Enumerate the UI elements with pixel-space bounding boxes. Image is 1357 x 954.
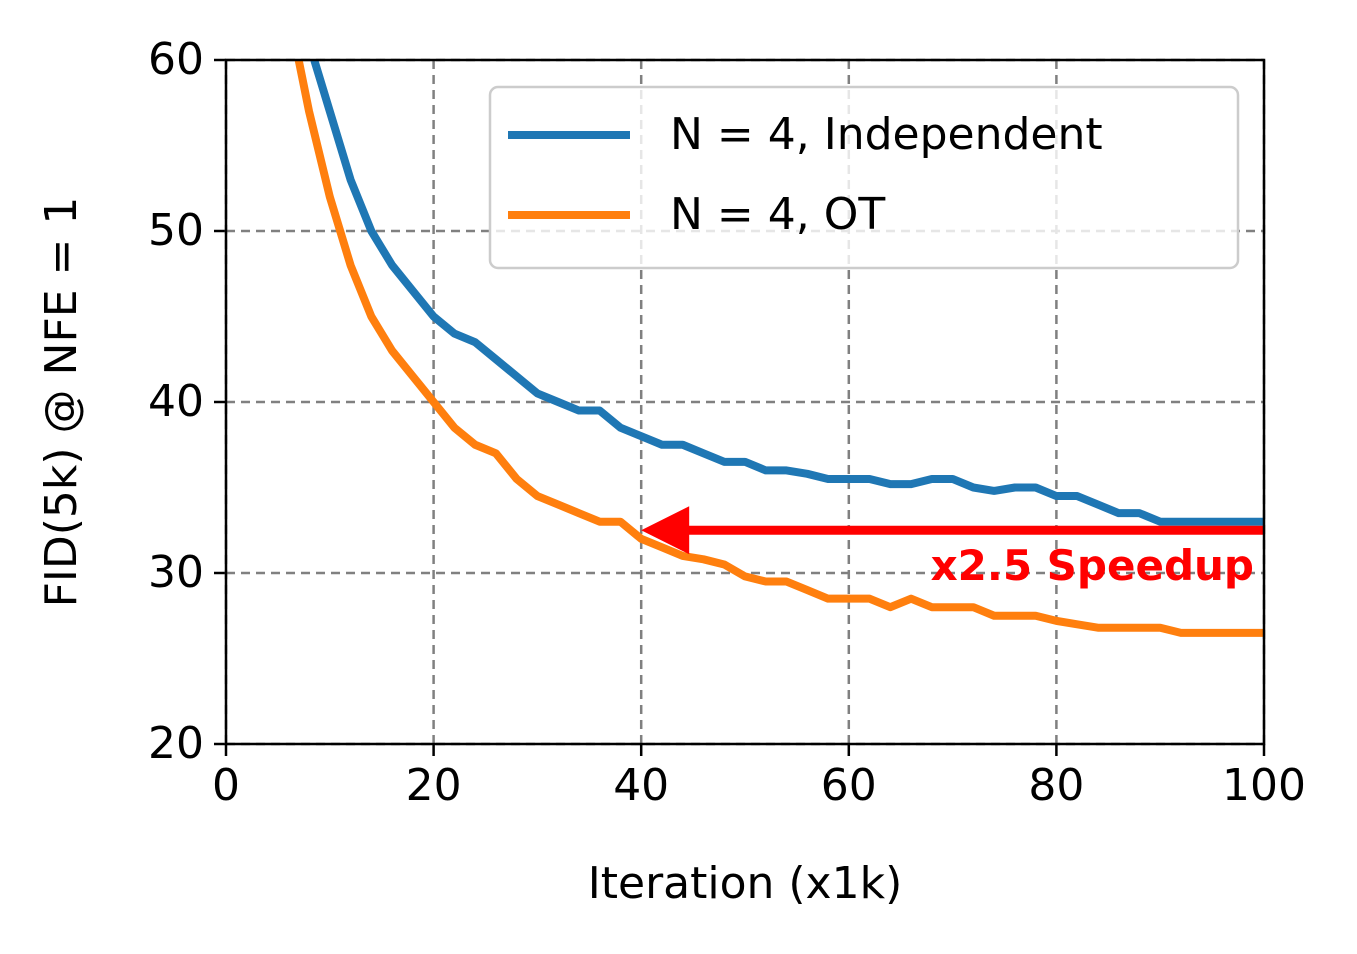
x-axis-label: Iteration (x1k) — [588, 858, 902, 909]
y-tick-label: 20 — [148, 718, 204, 769]
x-tick-label: 100 — [1222, 760, 1306, 811]
y-tick-label: 60 — [148, 34, 204, 85]
line-series — [294, 60, 1264, 637]
line-series — [310, 60, 1264, 526]
x-tick-label: 0 — [212, 760, 240, 811]
legend-label: N = 4, OT — [670, 189, 885, 240]
y-tick-label: 40 — [148, 376, 204, 427]
x-tick-label: 20 — [406, 760, 462, 811]
arrow-head — [641, 506, 690, 555]
annotation: x2.5 Speedup — [931, 541, 1254, 590]
x-tick-label: 60 — [821, 760, 877, 811]
y-tick-label: 30 — [148, 547, 204, 598]
x-tick-label: 40 — [613, 760, 669, 811]
plot-frame — [224, 58, 1266, 746]
x-tick-label: 80 — [1028, 760, 1084, 811]
legend-box — [488, 85, 1240, 270]
legend-label: N = 4, Independent — [670, 109, 1103, 160]
y-axis-label: FID(5k) @ NFE = 1 — [36, 197, 87, 608]
y-tick-label: 50 — [148, 205, 204, 256]
